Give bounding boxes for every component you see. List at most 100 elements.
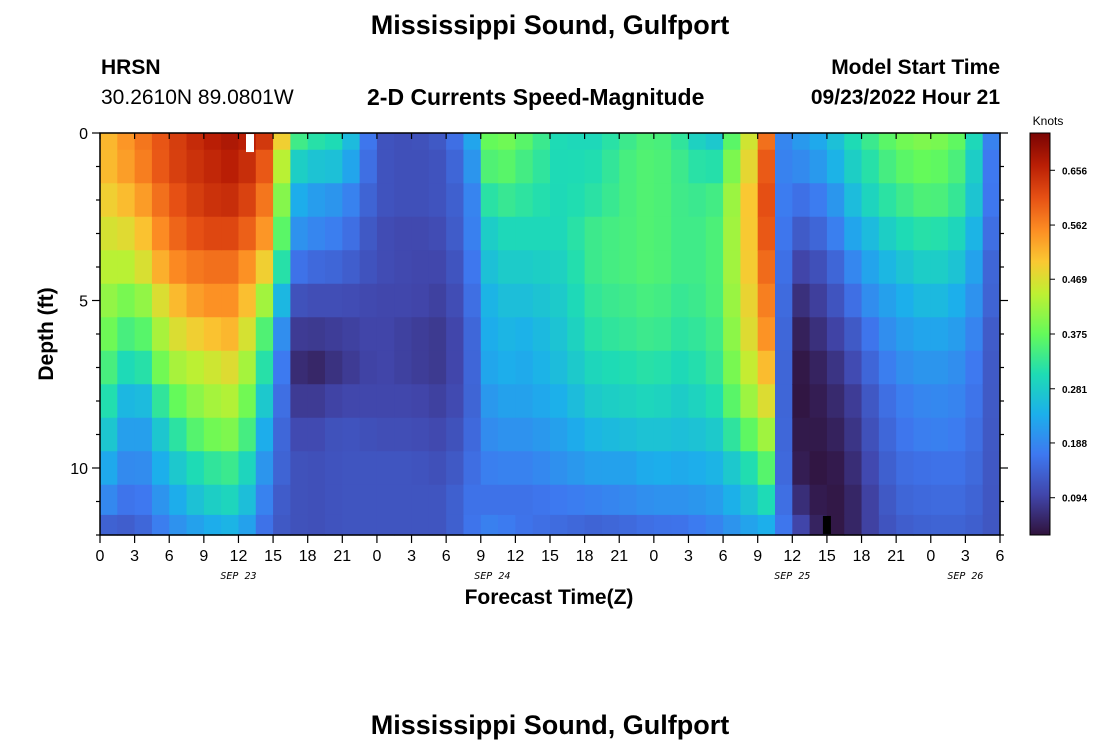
heatmap-cell xyxy=(186,183,205,218)
heatmap-cell xyxy=(186,484,205,516)
x-tick-label: 9 xyxy=(753,548,762,565)
heatmap-cell xyxy=(411,149,430,184)
heatmap-cell xyxy=(775,451,793,486)
heatmap-cell xyxy=(567,484,586,516)
heatmap-cell xyxy=(446,283,465,318)
heatmap-cell xyxy=(532,484,551,516)
heatmap-cell xyxy=(515,216,534,251)
heatmap-cell xyxy=(809,183,828,218)
heatmap-cell xyxy=(913,484,932,516)
x-tick-label: 3 xyxy=(407,548,416,565)
heatmap-cell xyxy=(844,514,863,536)
heatmap-cell xyxy=(636,149,655,184)
heatmap-cell xyxy=(792,384,811,419)
heatmap-cell xyxy=(359,350,378,385)
heatmap-cell xyxy=(878,417,897,452)
heatmap-cell xyxy=(896,484,915,516)
heatmap-cell xyxy=(221,283,240,318)
heatmap-cell xyxy=(550,250,568,285)
heatmap-cell xyxy=(498,250,516,285)
heatmap-cell xyxy=(878,149,897,184)
heatmap-cell xyxy=(965,417,984,452)
heatmap-cell xyxy=(792,250,811,285)
heatmap-cell xyxy=(896,250,915,285)
heatmap-cell xyxy=(117,484,136,516)
heatmap-cell xyxy=(550,514,568,536)
heatmap-cell xyxy=(480,133,499,151)
heatmap-cell xyxy=(376,514,395,536)
x-tick-label: 0 xyxy=(96,548,105,565)
heatmap-cell xyxy=(411,514,430,536)
heatmap-cell xyxy=(861,149,880,184)
heatmap-cell xyxy=(913,350,932,385)
heatmap-cell xyxy=(775,514,793,536)
heatmap-cell xyxy=(100,484,118,516)
heatmap-cell xyxy=(151,250,170,285)
heatmap-cell xyxy=(636,133,655,151)
heatmap-cell xyxy=(255,417,274,452)
heatmap-cell xyxy=(844,451,863,486)
heatmap-cell xyxy=(169,484,188,516)
heatmap-cell xyxy=(359,216,378,251)
heatmap-cell xyxy=(446,216,465,251)
model-start-label: Model Start Time xyxy=(831,56,1000,79)
heatmap-cell xyxy=(342,384,361,419)
heatmap-cell xyxy=(636,283,655,318)
heatmap-cell xyxy=(376,250,395,285)
heatmap-cell xyxy=(688,133,707,151)
heatmap-cell xyxy=(480,250,499,285)
heatmap-cell xyxy=(757,149,776,184)
heatmap-cell xyxy=(342,149,361,184)
heatmap-cell xyxy=(290,133,309,151)
heatmap-cell xyxy=(376,317,395,352)
heatmap-cell xyxy=(203,250,222,285)
heatmap-cell xyxy=(532,350,551,385)
heatmap-cell xyxy=(705,451,724,486)
heatmap-cell xyxy=(809,384,828,419)
heatmap-cell xyxy=(930,350,949,385)
heatmap-cell xyxy=(723,484,741,516)
heatmap-cell xyxy=(930,317,949,352)
heatmap-cell xyxy=(221,417,240,452)
heatmap-cell xyxy=(359,484,378,516)
heatmap-cell xyxy=(896,133,915,151)
heatmap-cell xyxy=(428,250,447,285)
heatmap-cell xyxy=(965,216,984,251)
x-tick-label: 12 xyxy=(506,548,524,565)
heatmap-cell xyxy=(532,514,551,536)
heatmap-cell xyxy=(134,183,153,218)
heatmap-cell xyxy=(809,350,828,385)
heatmap-cell xyxy=(826,133,845,151)
heatmap-cell xyxy=(186,283,205,318)
heatmap-cell xyxy=(532,133,551,151)
heatmap-cell xyxy=(307,451,326,486)
heatmap-cell xyxy=(515,350,534,385)
heatmap-cell xyxy=(671,149,690,184)
heatmap-cell xyxy=(930,451,949,486)
heatmap-cell xyxy=(151,417,170,452)
heatmap-cell xyxy=(550,451,568,486)
heatmap-cell xyxy=(671,133,690,151)
heatmap-cell xyxy=(515,283,534,318)
heatmap-cell xyxy=(255,384,274,419)
heatmap-cell xyxy=(307,133,326,151)
heatmap-cell xyxy=(653,451,672,486)
heatmap-cell xyxy=(480,384,499,419)
heatmap-cell xyxy=(307,484,326,516)
plot-subtitle: 2-D Currents Speed-Magnitude xyxy=(367,84,705,110)
heatmap-cell xyxy=(307,183,326,218)
heatmap-cell xyxy=(186,317,205,352)
heatmap-cell xyxy=(826,417,845,452)
heatmap-cell xyxy=(325,384,343,419)
heatmap-cell xyxy=(394,514,413,536)
heatmap-cell xyxy=(394,133,413,151)
x-tick-label: 15 xyxy=(818,548,836,565)
heatmap-cell xyxy=(428,451,447,486)
heatmap-cell xyxy=(636,216,655,251)
heatmap-cell xyxy=(619,183,638,218)
heatmap-cell xyxy=(151,350,170,385)
heatmap-cell xyxy=(584,384,603,419)
heatmap-cell xyxy=(394,350,413,385)
heatmap-cell xyxy=(567,183,586,218)
heatmap-cell xyxy=(342,216,361,251)
